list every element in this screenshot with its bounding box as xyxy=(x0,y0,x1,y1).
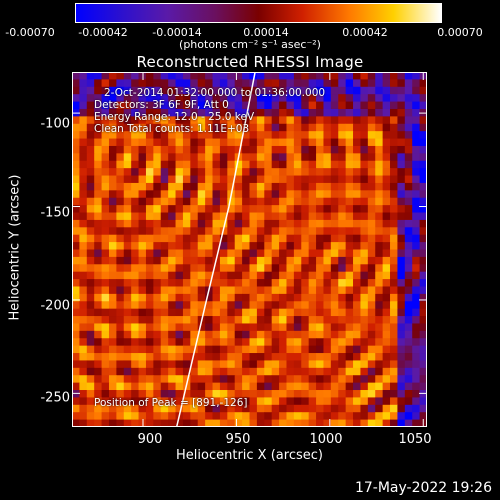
chart-title: Reconstructed RHESSI Image xyxy=(136,53,364,71)
x-tick-label: 1050 xyxy=(398,432,432,447)
y-tick-label: -100 xyxy=(40,116,70,132)
y-tick-label: -150 xyxy=(40,205,70,221)
colorbar-units: (photons cm⁻² s⁻¹ asec⁻²) xyxy=(179,38,321,51)
annotation-energy: Energy Range: 12.0 - 25.0 keV xyxy=(94,111,255,123)
colorbar-tick: 0.00014 xyxy=(243,26,289,39)
annotation-peak: Position of Peak = [891,-126] xyxy=(94,397,248,409)
colorbar-tick: -0.00014 xyxy=(152,26,202,39)
y-axis-label: Heliocentric Y (arcsec) xyxy=(7,174,23,321)
annotation-clean: Clean Total counts: 1.11E+03 xyxy=(94,123,250,135)
heatmap-plot xyxy=(72,72,427,427)
y-tick-label: -250 xyxy=(40,390,70,406)
colorbar-tick: 0.00070 xyxy=(437,26,483,39)
x-tick-label: 950 xyxy=(225,432,251,447)
solar-limb-curve xyxy=(175,72,256,427)
y-tick-label: -200 xyxy=(40,298,70,314)
x-tick-label: 1000 xyxy=(309,432,343,447)
colorbar xyxy=(75,3,442,23)
x-axis-label: Heliocentric X (arcsec) xyxy=(176,448,323,463)
colorbar-tick: -0.00070 xyxy=(5,26,55,39)
colorbar-tick: 0.00042 xyxy=(342,26,388,39)
annotation-time: 2-Oct-2014 01:32:00.000 to 01:36:00.000 xyxy=(104,87,326,99)
annotation-detectors: Detectors: 3F 6F 9F, Att 0 xyxy=(94,99,229,111)
colorbar-tick: -0.00042 xyxy=(78,26,128,39)
footer-timestamp: 17-May-2022 19:26 xyxy=(354,480,492,496)
x-tick-label: 900 xyxy=(137,432,163,447)
